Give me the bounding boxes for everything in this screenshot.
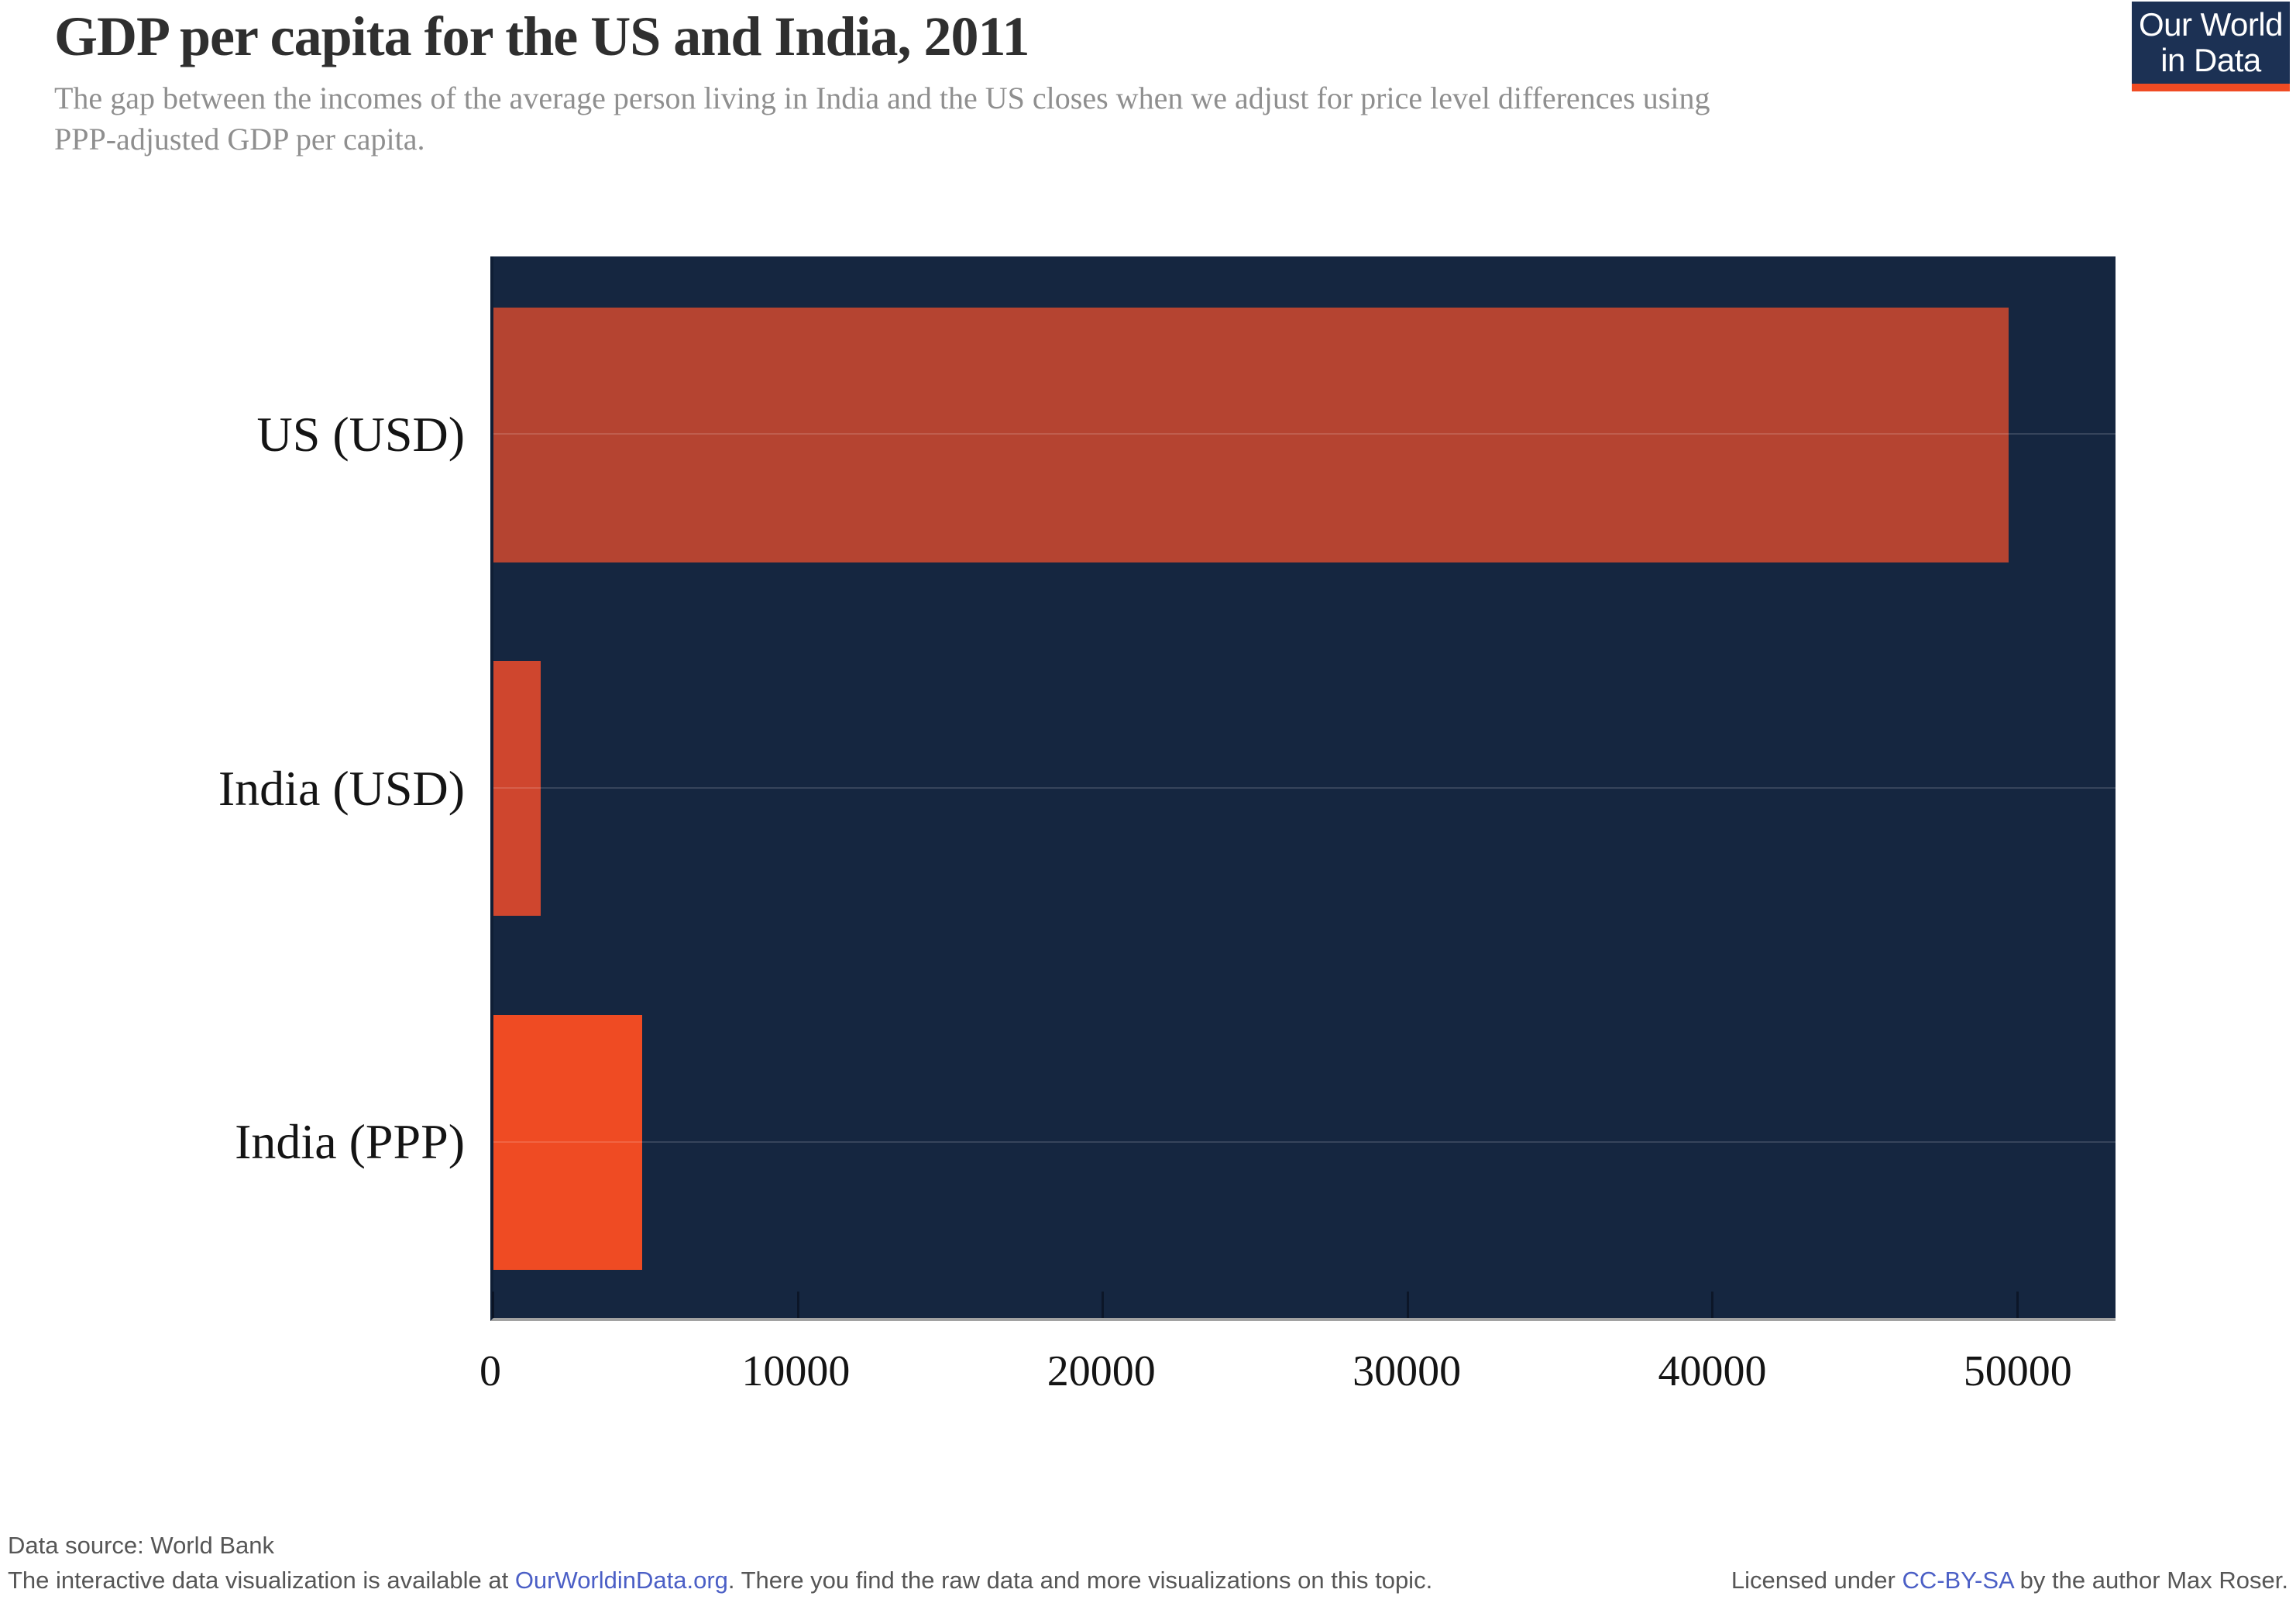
- category-label-3: India (PPP): [235, 1114, 465, 1170]
- bar-us-usd: [493, 307, 2009, 562]
- plot-area: [490, 256, 2116, 1321]
- bar-india-usd: [493, 661, 541, 917]
- x-axis-tick-mark: [1102, 1292, 1105, 1318]
- x-axis-tick-label: 50000: [1963, 1347, 2072, 1395]
- footer-license-prefix: Licensed under: [1731, 1567, 1902, 1594]
- category-center-line: [493, 787, 2116, 789]
- x-axis-tick-mark: [492, 1292, 494, 1318]
- owid-logo-line-1: Our World: [2138, 6, 2284, 43]
- owid-logo-line-2: in Data: [2160, 42, 2261, 78]
- cc-by-sa-link[interactable]: CC-BY-SA: [1902, 1567, 2014, 1594]
- category-center-line: [493, 433, 2116, 435]
- owid-logo: Our World in Data: [2132, 2, 2290, 91]
- x-axis-tick-mark: [1406, 1292, 1409, 1318]
- footer-info-prefix: The interactive data visualization is av…: [8, 1567, 515, 1594]
- x-axis-tick-label: 10000: [741, 1347, 851, 1395]
- chart-subtitle-line-1: The gap between the incomes of the avera…: [54, 81, 1710, 115]
- category-label-2: India (USD): [218, 760, 465, 816]
- footer-data-source: Data source: World Bank: [8, 1532, 275, 1559]
- footer-license-suffix: by the author Max Roser.: [2013, 1567, 2288, 1594]
- chart-subtitle: The gap between the incomes of the avera…: [54, 77, 1710, 160]
- category-label-1: US (USD): [256, 407, 465, 463]
- x-axis-tick-mark: [1711, 1292, 1714, 1318]
- x-axis-tick-label: 20000: [1047, 1347, 1156, 1395]
- chart-title: GDP per capita for the US and India, 201…: [54, 5, 1030, 67]
- owid-website-link[interactable]: OurWorldinData.org: [514, 1567, 728, 1594]
- owid-logo-box: Our World in Data: [2132, 2, 2290, 84]
- x-axis-tick-label: 30000: [1353, 1347, 1462, 1395]
- owid-logo-accent-bar: [2132, 84, 2290, 91]
- x-axis-tick-label: 0: [479, 1347, 501, 1395]
- bar-india-ppp: [493, 1015, 642, 1270]
- x-axis-tick-mark: [796, 1292, 799, 1318]
- x-axis-tick-label: 40000: [1658, 1347, 1767, 1395]
- footer-info-line: The interactive data visualization is av…: [8, 1567, 1432, 1594]
- category-center-line: [493, 1140, 2116, 1143]
- footer-license-line: Licensed under CC-BY-SA by the author Ma…: [1731, 1567, 2288, 1594]
- chart-subtitle-line-2: PPP-adjusted GDP per capita.: [54, 122, 425, 157]
- y-axis-labels: US (USD) India (USD) India (PPP): [0, 256, 465, 1318]
- x-axis-tick-mark: [2016, 1292, 2019, 1318]
- footer-info-suffix: . There you find the raw data and more v…: [727, 1567, 1433, 1594]
- x-axis: 0 10000 20000 30000 40000 50000: [479, 1347, 2116, 1416]
